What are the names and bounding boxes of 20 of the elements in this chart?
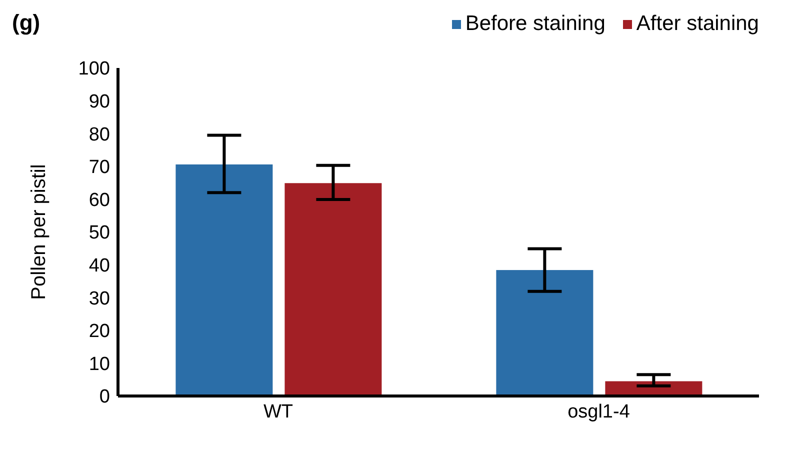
y-tick-label: 0 [99, 386, 110, 408]
y-tick-label: 70 [88, 157, 110, 178]
y-tick-label: 20 [88, 321, 110, 342]
bar [496, 270, 594, 396]
bar [284, 183, 382, 396]
y-tick-label: 100 [78, 58, 110, 80]
y-tick-label: 80 [88, 124, 110, 146]
x-tick-label: WT [263, 401, 294, 422]
y-tick-label: 30 [88, 288, 110, 310]
y-tick-label: 40 [88, 256, 110, 277]
y-tick-label: 50 [88, 222, 110, 244]
y-tick-label: 90 [88, 92, 110, 113]
chart-title: (g) [12, 10, 40, 36]
y-axis-title: Pollen per pistil [28, 164, 50, 300]
x-tick-label: osgl1-4 [568, 401, 630, 422]
y-tick-label: 10 [88, 354, 110, 375]
y-tick-label: 60 [88, 190, 110, 211]
legend-label: After staining [635, 12, 759, 36]
bar [176, 164, 273, 396]
legend-label: Before staining [464, 12, 606, 36]
